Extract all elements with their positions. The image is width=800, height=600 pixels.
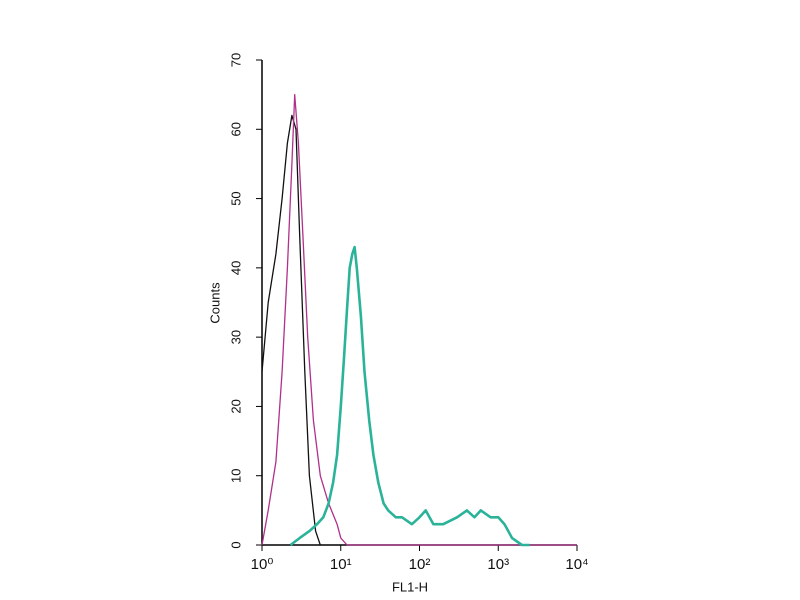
x-tick-label: 10²	[409, 556, 431, 573]
y-tick-label: 30	[228, 330, 243, 344]
y-tick-label: 20	[228, 399, 243, 413]
y-axis-label: Counts	[207, 282, 222, 324]
y-tick-label: 60	[228, 122, 243, 136]
y-tick-label: 10	[228, 468, 243, 482]
x-axis-label: FL1-H	[392, 579, 428, 594]
x-tick-label: 10¹	[330, 556, 352, 573]
x-tick-label: 10⁰	[251, 556, 274, 573]
x-tick-label: 10⁴	[565, 556, 588, 573]
y-tick-label: 70	[228, 53, 243, 67]
histogram-line	[261, 93, 577, 546]
y-tick-label: 0	[228, 541, 243, 548]
y-tick-label: 40	[228, 261, 243, 275]
y-tick-label: 50	[228, 191, 243, 205]
x-tick-label: 10³	[487, 556, 509, 573]
histogram-line	[289, 245, 530, 547]
